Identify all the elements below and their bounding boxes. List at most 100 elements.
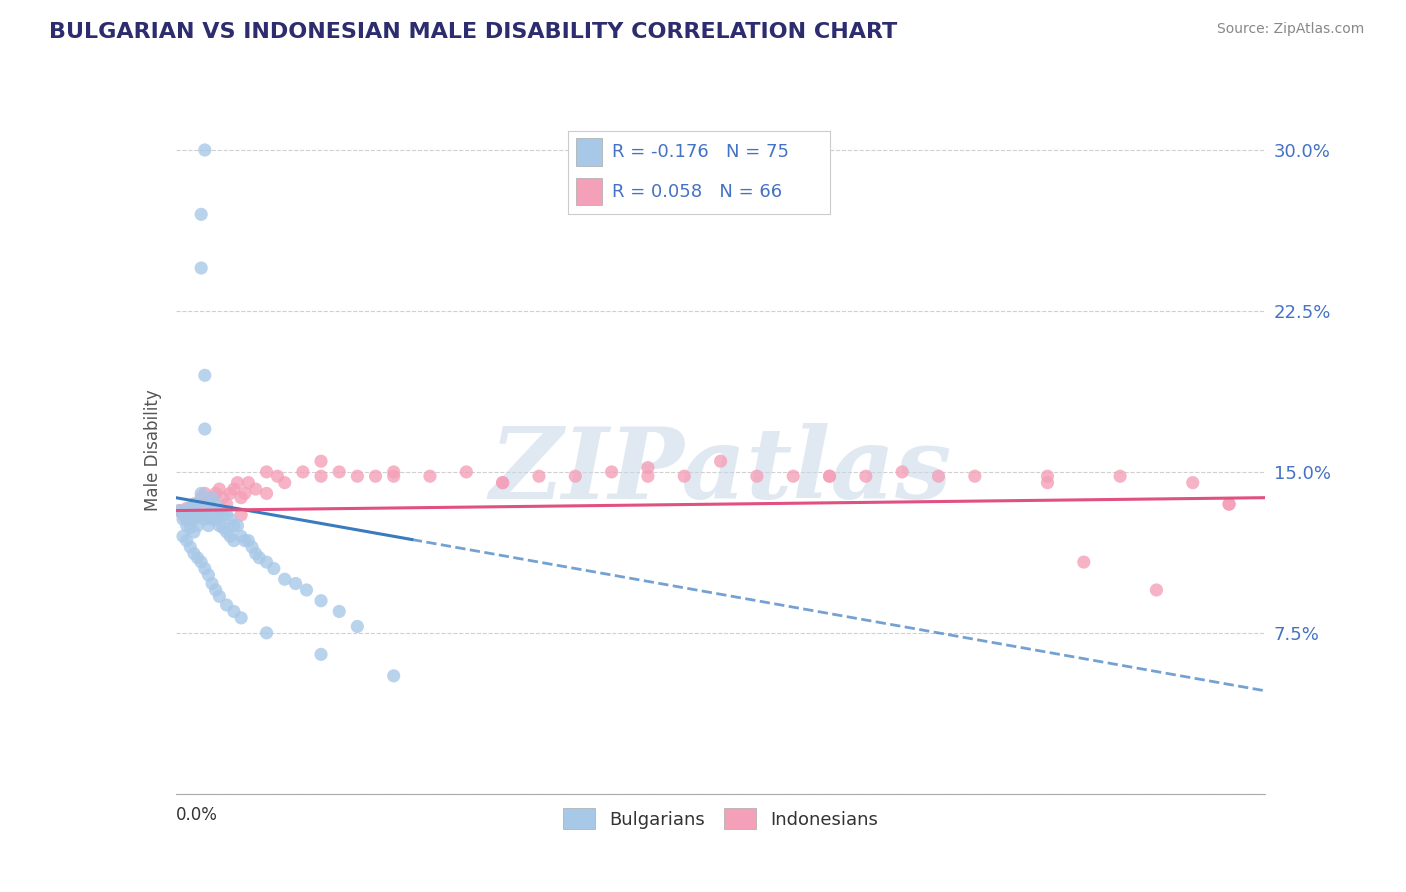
Point [212,508,235,522]
Point [194,512,217,526]
Point [274,572,297,586]
Point [183,546,205,561]
Point [194,368,217,383]
Point [190,508,212,522]
Point [197,497,219,511]
Point [215,508,238,522]
Point [256,626,278,640]
Point [673,469,696,483]
Point [222,482,245,496]
Point [637,460,659,475]
Point [710,454,733,468]
Point [231,508,253,522]
Point [179,503,201,517]
Point [1109,469,1132,483]
Point [256,486,278,500]
Point [186,518,209,533]
Point [190,260,212,275]
Point [247,550,270,565]
Point [201,512,224,526]
Point [208,518,231,533]
Point [818,469,841,483]
Point [204,497,226,511]
Point [637,469,659,483]
Point [419,469,441,483]
Text: 0.0%: 0.0% [176,806,218,824]
Point [194,422,217,436]
Point [274,475,297,490]
Point [245,482,267,496]
Point [183,524,205,539]
Point [346,619,368,633]
Point [226,475,249,490]
Point [183,497,205,511]
Point [263,561,285,575]
Point [183,508,205,522]
Point [240,540,263,554]
Point [222,533,245,548]
Point [222,518,245,533]
Point [291,465,314,479]
Point [190,491,212,505]
Point [208,508,231,522]
Point [215,497,238,511]
Point [527,469,550,483]
Point [564,469,586,483]
Point [891,465,914,479]
Point [201,576,224,591]
Point [492,475,515,490]
Point [238,533,260,548]
Point [183,497,205,511]
Point [1146,582,1168,597]
Point [231,529,253,543]
Point [204,486,226,500]
Point [201,491,224,505]
Point [172,506,194,520]
Point [179,540,201,554]
Point [176,518,198,533]
Point [197,497,219,511]
Point [256,465,278,479]
Point [456,465,478,479]
Point [179,501,201,516]
Point [782,469,804,483]
Point [219,529,242,543]
Point [382,669,405,683]
Point [183,503,205,517]
Point [194,486,217,500]
Point [928,469,950,483]
Point [190,207,212,221]
Y-axis label: Male Disability: Male Disability [143,390,162,511]
Point [231,611,253,625]
Point [226,518,249,533]
Point [1073,555,1095,569]
Point [186,497,209,511]
Point [328,604,350,618]
Point [233,486,256,500]
Point [309,454,332,468]
Point [219,486,242,500]
Point [215,598,238,612]
Text: Source: ZipAtlas.com: Source: ZipAtlas.com [1216,22,1364,37]
Point [382,465,405,479]
Point [208,503,231,517]
Point [818,469,841,483]
Point [169,503,191,517]
Point [1036,469,1059,483]
Point [1218,497,1240,511]
Point [266,469,288,483]
Point [309,469,332,483]
Point [176,512,198,526]
Point [256,555,278,569]
Point [284,576,307,591]
Point [245,546,267,561]
Point [183,512,205,526]
Point [382,469,405,483]
Point [204,512,226,526]
Point [309,593,332,607]
Point [179,512,201,526]
Point [169,503,191,517]
Point [855,469,877,483]
Text: BULGARIAN VS INDONESIAN MALE DISABILITY CORRELATION CHART: BULGARIAN VS INDONESIAN MALE DISABILITY … [49,22,897,42]
Point [194,143,217,157]
